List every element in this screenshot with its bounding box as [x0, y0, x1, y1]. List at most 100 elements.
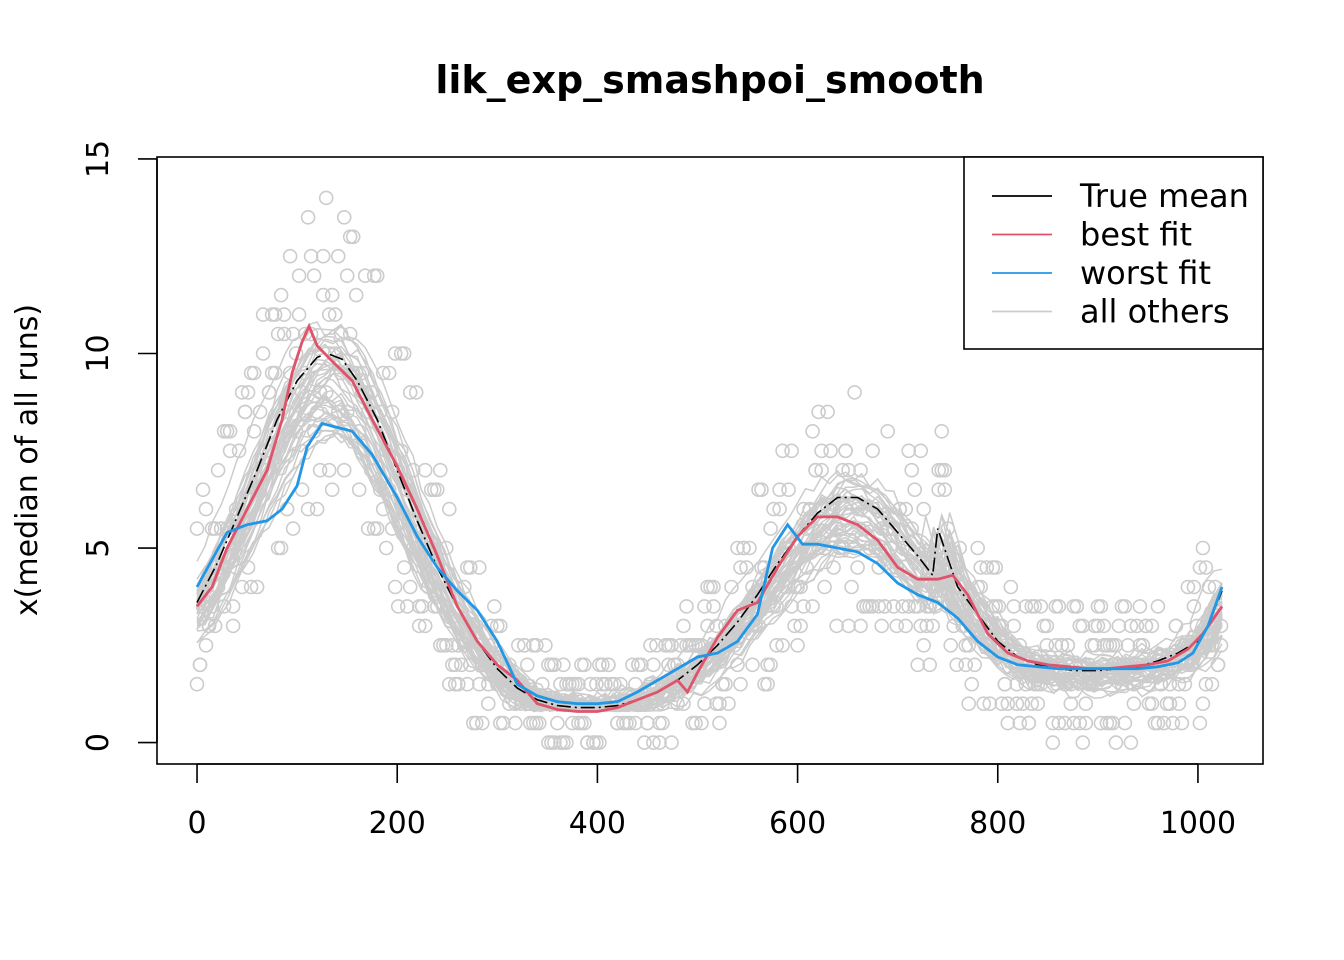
observation-point: [793, 618, 808, 634]
observation-point: [1102, 715, 1118, 731]
observation-point: [973, 560, 989, 575]
observation-point: [628, 676, 643, 692]
observation-point: [661, 657, 676, 673]
observation-point: [306, 268, 322, 284]
observation-point: [390, 599, 406, 614]
observation-point: [1198, 560, 1214, 575]
observation-point: [1192, 560, 1208, 575]
observation-point: [360, 404, 376, 420]
observation-point: [589, 735, 604, 750]
observation-point: [471, 676, 487, 692]
observation-point: [730, 540, 745, 556]
observation-point: [757, 676, 772, 692]
observation-point: [1024, 696, 1040, 712]
observation-point: [850, 501, 865, 517]
observation-point: [1132, 599, 1148, 614]
observation-point: [1015, 696, 1031, 712]
observation-point: [1093, 715, 1109, 731]
observation-point: [580, 735, 595, 750]
observation-point: [700, 618, 715, 634]
observation-point: [718, 618, 733, 634]
observation-point: [1138, 618, 1154, 634]
observation-point: [1078, 715, 1094, 731]
observation-point: [676, 696, 691, 712]
observation-point: [955, 618, 971, 634]
chart-title: lik_exp_smashpoi_smooth: [435, 58, 984, 102]
observation-point: [811, 404, 826, 420]
observation-point: [559, 735, 574, 750]
observation-point: [318, 385, 334, 400]
observation-point: [531, 715, 547, 731]
observation-point: [375, 501, 391, 517]
observation-point: [877, 599, 893, 614]
observation-point: [829, 521, 844, 536]
observation-point: [486, 657, 502, 673]
observation-point: [610, 715, 625, 731]
observation-point: [847, 385, 862, 400]
observation-point: [1162, 696, 1178, 712]
observation-point: [507, 715, 523, 731]
observation-point: [634, 657, 649, 673]
observation-point: [730, 657, 745, 673]
observation-point: [516, 637, 532, 653]
observation-point: [598, 676, 613, 692]
observation-point: [450, 637, 466, 653]
observation-point: [417, 618, 433, 634]
observation-point: [1123, 735, 1139, 750]
observation-point: [1006, 599, 1022, 614]
observation-point: [276, 307, 292, 322]
observation-point: [207, 618, 223, 634]
observation-point: [895, 540, 911, 556]
observation-point: [967, 657, 983, 673]
observation-point: [222, 423, 238, 439]
observation-point: [910, 657, 926, 673]
observation-point: [694, 715, 709, 731]
observation-point: [408, 540, 424, 556]
observation-point: [339, 268, 355, 284]
observation-point: [222, 443, 238, 459]
observation-point: [673, 637, 688, 653]
observation-point: [1192, 715, 1208, 731]
observation-point: [1021, 715, 1037, 731]
observation-point: [736, 540, 751, 556]
observation-point: [790, 637, 805, 653]
observation-point: [507, 696, 523, 712]
observation-point: [775, 637, 790, 653]
observation-point: [544, 657, 559, 673]
observation-point: [676, 618, 691, 634]
observation-point: [1120, 637, 1136, 653]
observation-point: [384, 521, 400, 536]
observation-point: [769, 599, 784, 614]
y-axis-label: x(median of all runs): [10, 304, 45, 616]
observation-point: [655, 715, 670, 731]
observation-point: [534, 676, 550, 692]
observation-point: [1201, 579, 1217, 595]
observation-point: [447, 657, 463, 673]
observation-point: [387, 346, 403, 361]
observation-point: [1003, 637, 1019, 653]
observation-point: [459, 676, 475, 692]
observation-point: [1027, 599, 1043, 614]
observation-point: [525, 637, 541, 653]
observation-point: [1051, 599, 1067, 614]
observation-point: [865, 599, 880, 614]
observation-point: [742, 540, 757, 556]
observation-point: [273, 287, 289, 303]
observation-point: [432, 462, 448, 478]
observation-point: [435, 599, 451, 614]
observation-point: [661, 637, 676, 653]
observation-point: [1072, 715, 1088, 731]
observation-point: [282, 248, 298, 264]
observation-point: [1144, 696, 1160, 712]
observation-point: [1063, 696, 1079, 712]
observation-point: [838, 443, 853, 459]
observation-point: [817, 579, 832, 595]
observation-point: [964, 676, 980, 692]
observation-point: [1072, 618, 1088, 634]
observation-point: [1075, 735, 1091, 750]
observation-point: [565, 715, 580, 731]
observation-point: [1156, 715, 1172, 731]
observation-point: [946, 618, 962, 634]
observation-point: [592, 735, 607, 750]
